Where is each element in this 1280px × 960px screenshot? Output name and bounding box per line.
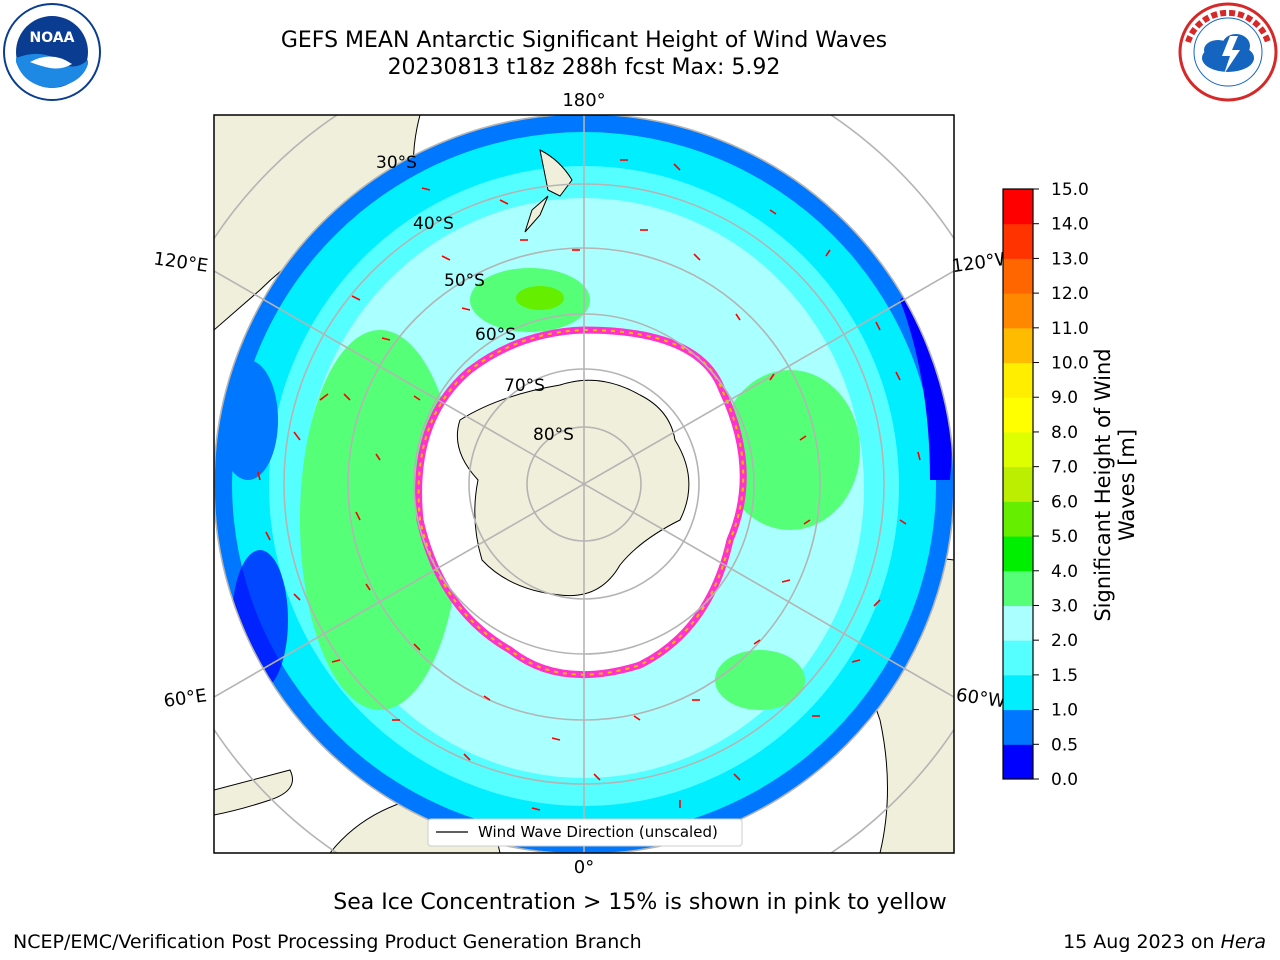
colorbar-tick-label: 11.0 [1051,319,1089,339]
wave-field-3m-south [715,650,805,710]
colorbar-tick-label: 4.0 [1051,562,1078,582]
colorbar-band [1003,605,1033,641]
nws-logo [1178,2,1278,102]
colorbar-tick-label: 1.0 [1051,701,1078,721]
colorbar-band [1003,466,1033,502]
colorbar-band [1003,293,1033,329]
parallel-label-80s: 80°S [533,425,574,445]
colorbar-title-line1: Significant Height of Wind [1091,348,1115,622]
colorbar-tick-label: 14.0 [1051,215,1089,235]
colorbar-tick-label: 7.0 [1051,458,1078,478]
colorbar-band [1003,570,1033,606]
colorbar-band [1003,431,1033,468]
colorbar-tick-label: 13.0 [1051,249,1089,269]
colorbar-band [1003,709,1033,745]
colorbar-tick-label: 5.0 [1051,527,1078,547]
land-ne-corner [840,115,954,200]
footer-credit: NCEP/EMC/Verification Post Processing Pr… [13,931,642,953]
meridian-label-60e: 60°E [162,685,208,712]
parallel-label-30s: 30°S [376,153,417,173]
colorbar-tick-label: 1.5 [1051,666,1078,686]
meridian-label-0: 0° [574,857,594,878]
chart-title: GEFS MEAN Antarctic Significant Height o… [280,28,888,53]
parallel-label-50s: 50°S [444,271,485,291]
colorbar-tick-label: 0.5 [1051,735,1078,755]
colorbar-band [1003,744,1033,780]
footer-date-text: 15 Aug 2023 on [1063,931,1221,953]
wave-field-darkblue-west [218,360,278,480]
map-legend-box [427,818,743,847]
colorbar-band [1003,397,1033,433]
colorbar-tick-label: 3.0 [1051,596,1078,616]
footer-machine: Hera [1220,931,1266,953]
colorbar-band [1003,640,1033,676]
parallel-label-70s: 70°S [504,376,545,396]
colorbar-band [1003,327,1033,364]
colorbar-tick-label: 0.0 [1051,770,1078,790]
colorbar-band [1003,501,1033,537]
noaa-logo-text: NOAA [30,30,75,46]
colorbar-band [1003,223,1033,259]
colorbar-tick-label: 6.0 [1051,492,1078,512]
colorbar-band [1003,674,1033,711]
colorbar-tick-label: 12.0 [1051,284,1089,304]
parallel-label-40s: 40°S [413,214,454,234]
sea-ice-caption: Sea Ice Concentration > 15% is shown in … [333,890,947,915]
meridian-label-60w: 60°W [955,685,1007,713]
graticule [214,115,954,853]
colorbar: 15.0 14.0 13.0 12.0 11.0 10.0 9.0 8.0 7.0 6.0 5.0 4… [1002,180,1089,790]
colorbar-band [1003,362,1033,398]
meridian-label-180: 180° [562,90,605,111]
wave-field-darkblue-east [900,290,952,480]
colorbar-tick-label: 9.0 [1051,388,1078,408]
wave-field-3m-east [720,370,860,530]
meridian-label-120e: 120°E [152,248,209,276]
colorbar-band [1003,258,1033,294]
sea-ice-edge [417,328,745,676]
colorbar-title-line2: Waves [m] [1115,428,1139,542]
land-africa [214,769,293,816]
colorbar-tick-label: 2.0 [1051,631,1078,651]
land-new-zealand [524,149,573,233]
wave-field-3m-west [300,330,460,710]
colorbar-tick-label: 8.0 [1051,423,1078,443]
noaa-logo: NOAA [3,3,101,101]
footer-date: 15 Aug 2023 on Hera [1063,931,1266,953]
colorbar-band [1003,536,1033,572]
chart-subtitle: 20230813 t18z 288h fcst Max: 5.92 [387,55,781,80]
colorbar-frame [1002,188,1034,780]
wave-field-4m [516,286,564,310]
colorbar-band [1003,189,1033,225]
map-legend-label: Wind Wave Direction (unscaled) [478,823,718,841]
wind-wave-arrows [257,159,921,811]
colorbar-tick-label: 10.0 [1051,354,1089,374]
parallel-label-60s: 60°S [475,325,516,345]
colorbar-tick-label: 15.0 [1051,180,1089,200]
map-frame [213,114,955,854]
